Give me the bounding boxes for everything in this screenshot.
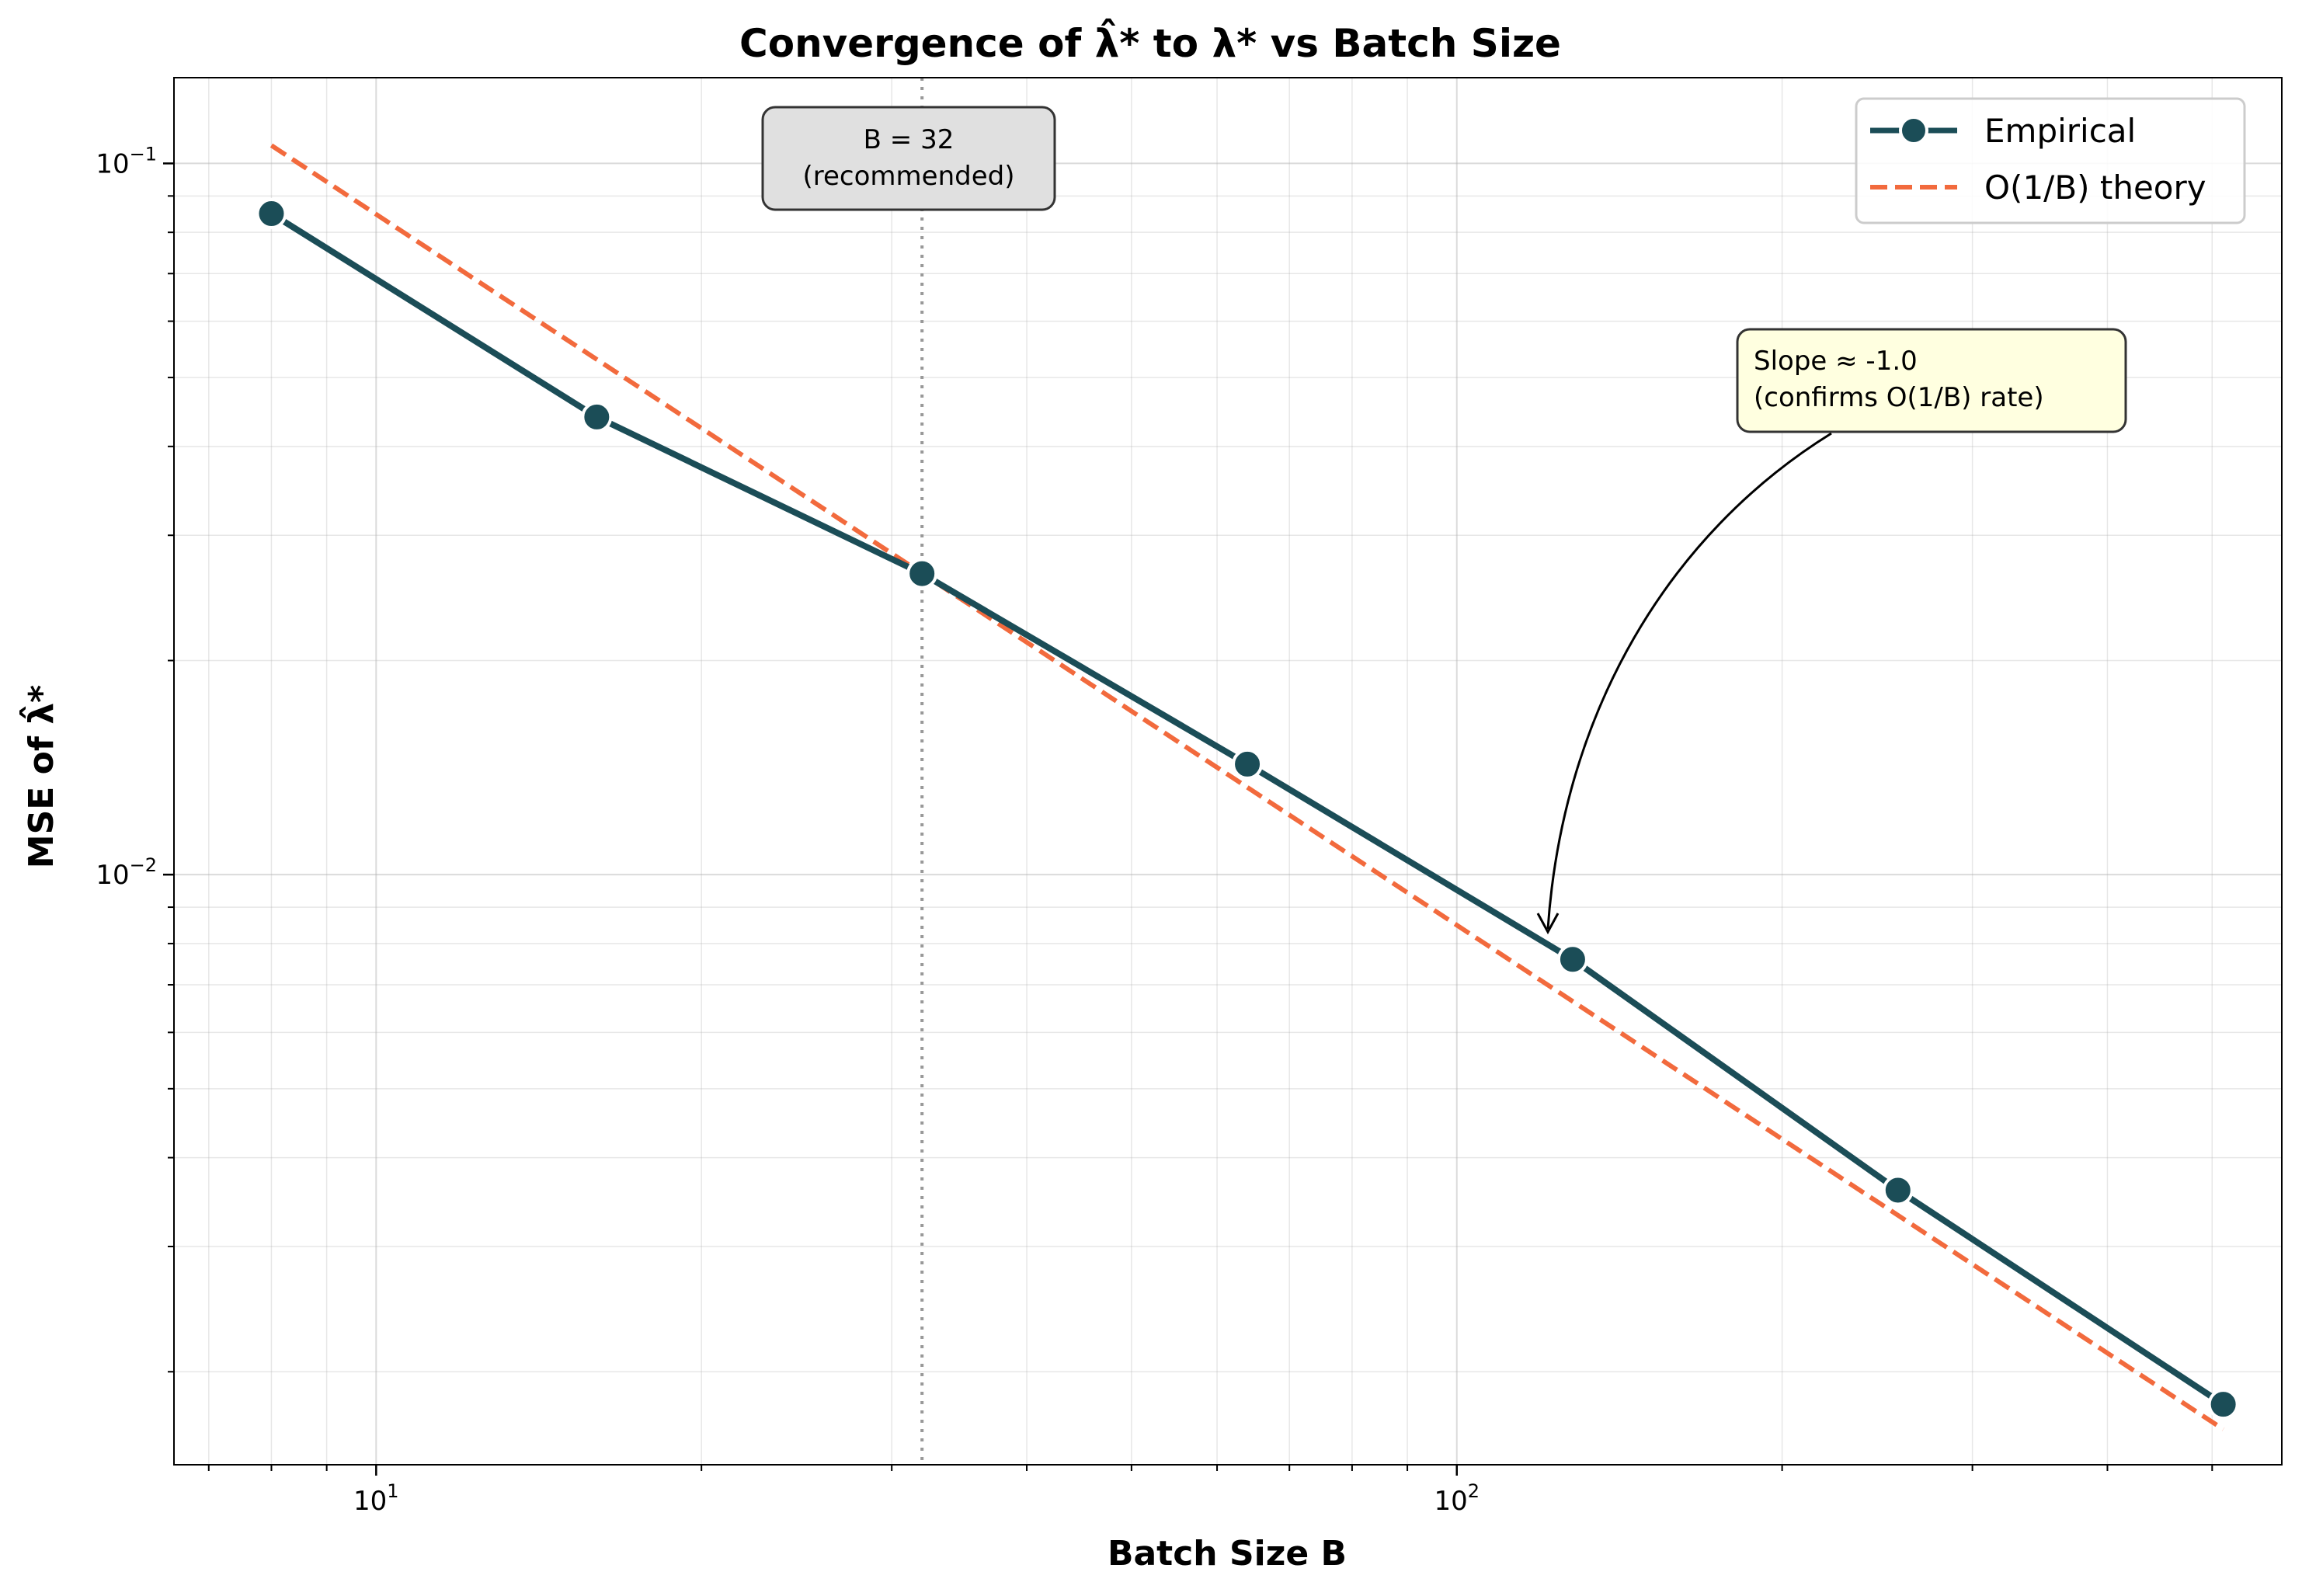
annotation-recommended-line2: (recommended) <box>803 161 1015 192</box>
empirical-point <box>1882 1174 1914 1206</box>
legend: Empirical O(1/B) theory <box>1855 97 2246 224</box>
legend-empirical-label: Empirical <box>1984 112 2136 150</box>
annotation-slope-box <box>1736 328 2127 433</box>
x-tick-label: 102 <box>1434 1480 1480 1517</box>
legend-empirical-marker <box>1899 116 1928 145</box>
empirical-point <box>906 558 938 589</box>
annotation-recommended-line1: B = 32 <box>864 124 955 155</box>
empirical-point <box>2207 1389 2239 1420</box>
annotation-slope-line2: (confirms O(1/B) rate) <box>1754 382 2044 413</box>
annotation-slope-line1: Slope ≈ -1.0 <box>1754 346 1918 377</box>
empirical-point <box>1556 944 1588 975</box>
empirical-point <box>1232 748 1264 780</box>
plot-frame <box>173 77 2283 1466</box>
x-tick-label: 101 <box>353 1480 399 1517</box>
annotation-slope-arrow <box>1546 432 1832 930</box>
empirical-point <box>581 401 613 433</box>
annotation-recommended-box <box>761 106 1056 211</box>
empirical-point <box>256 198 287 230</box>
series-layer <box>256 143 2239 1431</box>
axis-ticks <box>163 162 2213 1476</box>
y-tick-label: 10−2 <box>96 854 157 891</box>
y-tick-label: 10−1 <box>96 143 157 179</box>
chart-title: Convergence of λ̂* to λ* vs Batch Size <box>739 19 1561 66</box>
legend-theory-label: O(1/B) theory <box>1984 169 2206 207</box>
grid-lines <box>174 78 2282 1465</box>
tick-labels: 101 102 10−1 10−2 <box>96 143 1480 1517</box>
annotation-slope-arrowhead <box>1536 913 1560 935</box>
theory-line <box>269 143 2225 1431</box>
annotation-slope: Slope ≈ -1.0 (confirms O(1/B) rate) <box>1536 328 2127 935</box>
annotation-recommended: B = 32 (recommended) <box>761 106 1056 211</box>
y-axis-label: MSE of λ̂* <box>19 685 61 868</box>
x-axis-label: Batch Size B <box>1108 1534 1347 1573</box>
